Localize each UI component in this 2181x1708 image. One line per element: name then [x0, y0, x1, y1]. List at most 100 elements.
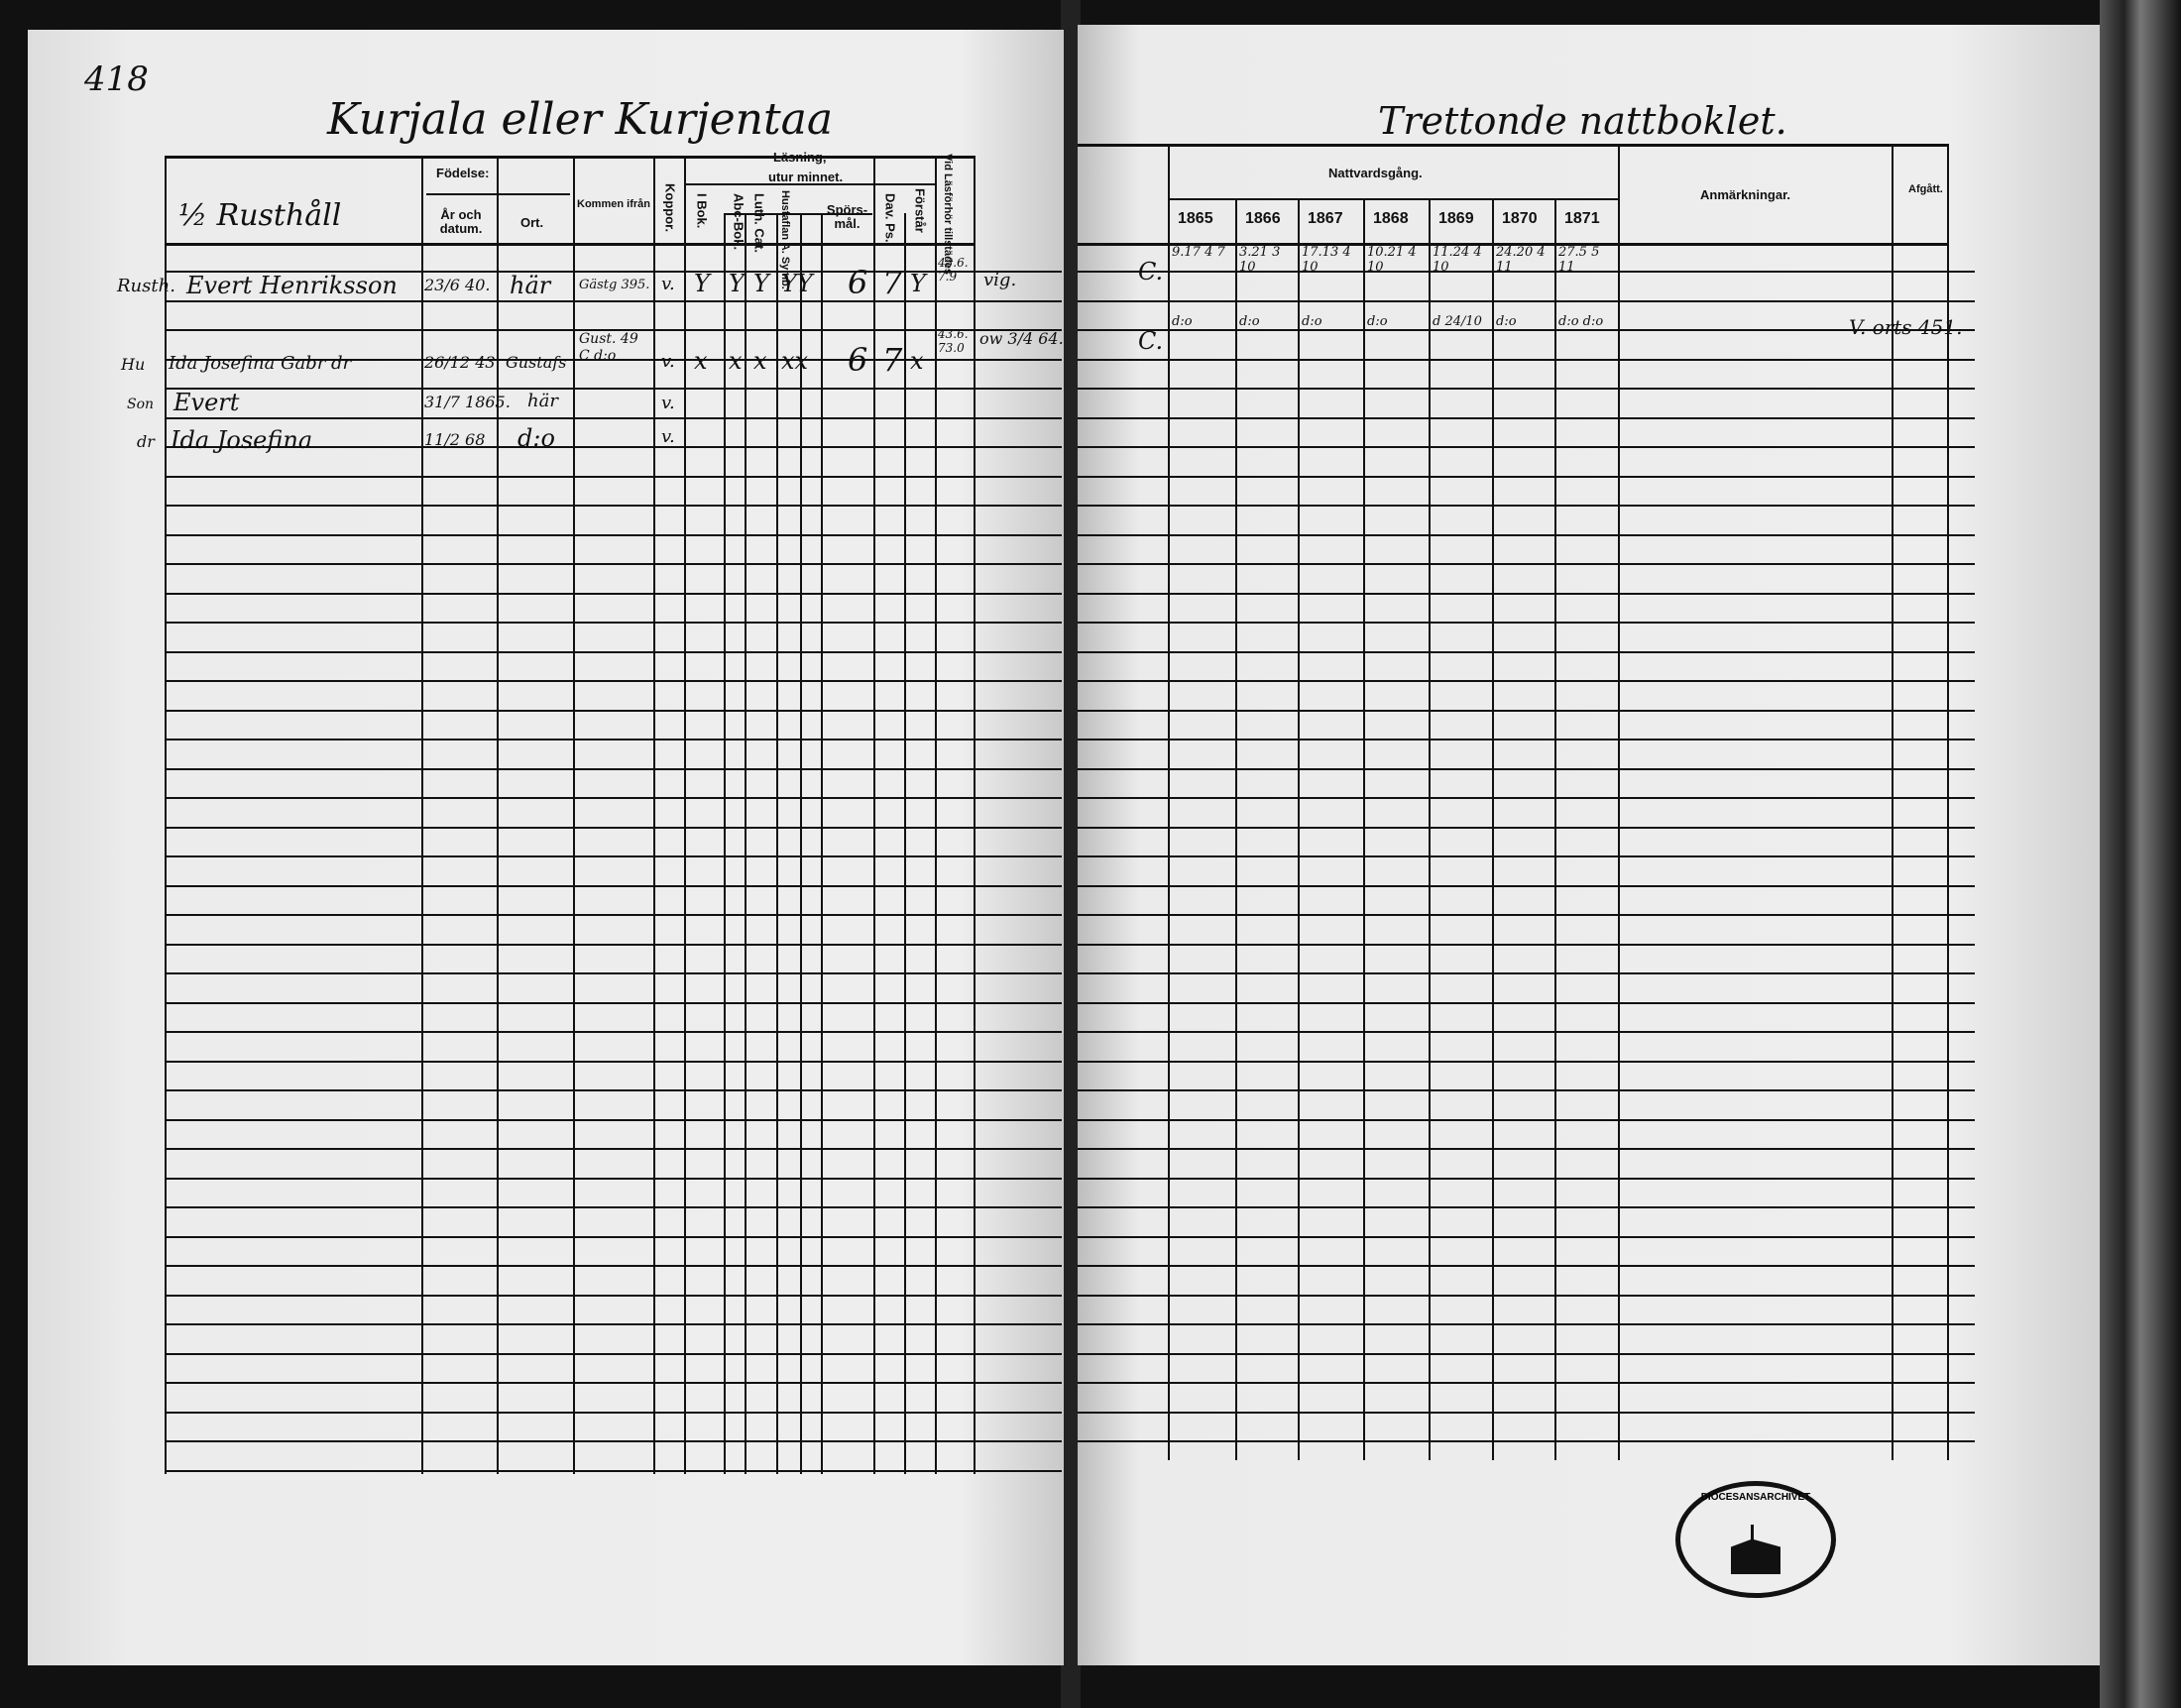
name: Evert Henriksson [186, 272, 398, 299]
row-line [165, 885, 1062, 887]
column-line [974, 156, 976, 1474]
row-line [1078, 300, 1975, 302]
column-line [653, 156, 655, 1474]
column-line [165, 156, 167, 1474]
lasning-header: Läsning, [773, 150, 827, 165]
row-line [1078, 768, 1975, 770]
row-line [165, 1206, 1062, 1208]
year-header: 1866 [1245, 210, 1281, 227]
header-line [684, 183, 935, 185]
name: Ida Josefina [171, 426, 313, 454]
koppor: v. [661, 393, 675, 413]
row-line [165, 1002, 1062, 1004]
page-edges [2100, 0, 2181, 1708]
abc-header: Abc-Bok. [731, 193, 746, 251]
row-line [165, 1119, 1062, 1121]
communion-date: d 24/10 [1433, 314, 1482, 329]
communion-date: 11.24 4 10 [1433, 245, 1482, 275]
mark: Y [729, 270, 745, 297]
column-line [1168, 144, 1170, 1460]
row-line [1078, 1412, 1975, 1414]
birth-date: 11/2 68 [424, 430, 486, 449]
row-line [165, 1265, 1062, 1267]
forstar: Y [910, 270, 926, 297]
communion-date: 9.17 4 7 [1172, 245, 1225, 260]
column-line [1618, 144, 1620, 1460]
row-line [165, 417, 1062, 419]
communion-mark: C. [1138, 258, 1164, 285]
birth-place: här [527, 391, 558, 411]
koppor: v. [661, 351, 675, 372]
bok-header: I Bok. [694, 193, 710, 229]
row-line [165, 359, 1062, 361]
column-line [1363, 198, 1365, 1460]
row-line [1078, 622, 1975, 624]
table-top [165, 156, 974, 159]
dav-header: Dav. Ps. [882, 193, 898, 243]
row-line [1078, 1148, 1975, 1150]
row-line [165, 768, 1062, 770]
row-line [1078, 593, 1975, 595]
row-line [165, 827, 1062, 829]
utur-header: utur minnet. [768, 170, 844, 184]
header-line [1168, 198, 1618, 200]
mark: Y [753, 270, 769, 297]
row-line [1078, 1236, 1975, 1238]
vid-header: Vid Läsförhör tillstädes [942, 154, 955, 276]
afgatt-entry: V. orts 451. [1849, 315, 1963, 339]
communion-date: 27.5 5 11 [1558, 245, 1600, 275]
row-line [1078, 476, 1975, 478]
row-line [1078, 1265, 1975, 1267]
row-line [1078, 271, 1975, 273]
column-line [745, 213, 746, 1474]
row-line [1078, 1440, 1975, 1442]
page-number: 418 [84, 59, 149, 99]
communion-date: d:o [1172, 314, 1193, 329]
row-line [1078, 1178, 1975, 1180]
row-line [165, 680, 1062, 682]
mark: x [753, 347, 767, 375]
birth-place: Gustafs [506, 353, 567, 372]
row-line [165, 972, 1062, 974]
right-title: Trettonde nattboklet. [1378, 99, 1787, 143]
left-title: Kurjala eller Kurjentaa [327, 94, 834, 145]
spors: 6 [848, 264, 868, 301]
church-icon [1731, 1525, 1780, 1574]
row-line [165, 300, 1062, 302]
ar-header: År och datum. [439, 207, 483, 237]
row-line [165, 1470, 1062, 1472]
came-from: Gust. 49 C d:o [579, 331, 638, 364]
row-line [165, 505, 1062, 507]
role: dr [137, 432, 155, 451]
name: Evert [173, 389, 240, 416]
row-line [165, 1353, 1062, 1355]
row-line [165, 1089, 1062, 1091]
row-line [1078, 563, 1975, 565]
household-header: ½ Rusthåll [178, 198, 342, 233]
role: Hu [121, 355, 146, 374]
ort-header: Ort. [520, 215, 544, 230]
row-line [165, 1295, 1062, 1297]
column-line [573, 156, 575, 1474]
row-line [165, 914, 1062, 916]
row-line [165, 710, 1062, 712]
row-line [1078, 1353, 1975, 1355]
row-line [165, 797, 1062, 799]
year-header: 1869 [1438, 210, 1474, 227]
spors: 6 [848, 341, 868, 379]
table-top [1078, 144, 1947, 147]
row-line [165, 1178, 1062, 1180]
row-line [1078, 710, 1975, 712]
row-line [165, 1031, 1062, 1033]
row-line [1078, 446, 1975, 448]
row-line [1078, 1002, 1975, 1004]
row-line [1078, 359, 1975, 361]
archive-stamp: DIÖCESANSARCHIVET [1675, 1481, 1836, 1598]
afgatt-header: Afgått. [1908, 183, 1943, 195]
row-line [1078, 1295, 1975, 1297]
row-line [165, 534, 1062, 536]
kommen-header: Kommen ifrån [577, 198, 650, 210]
row-line [165, 329, 1062, 331]
communion-date: 3.21 3 10 [1239, 245, 1281, 275]
year-header: 1871 [1564, 210, 1600, 227]
